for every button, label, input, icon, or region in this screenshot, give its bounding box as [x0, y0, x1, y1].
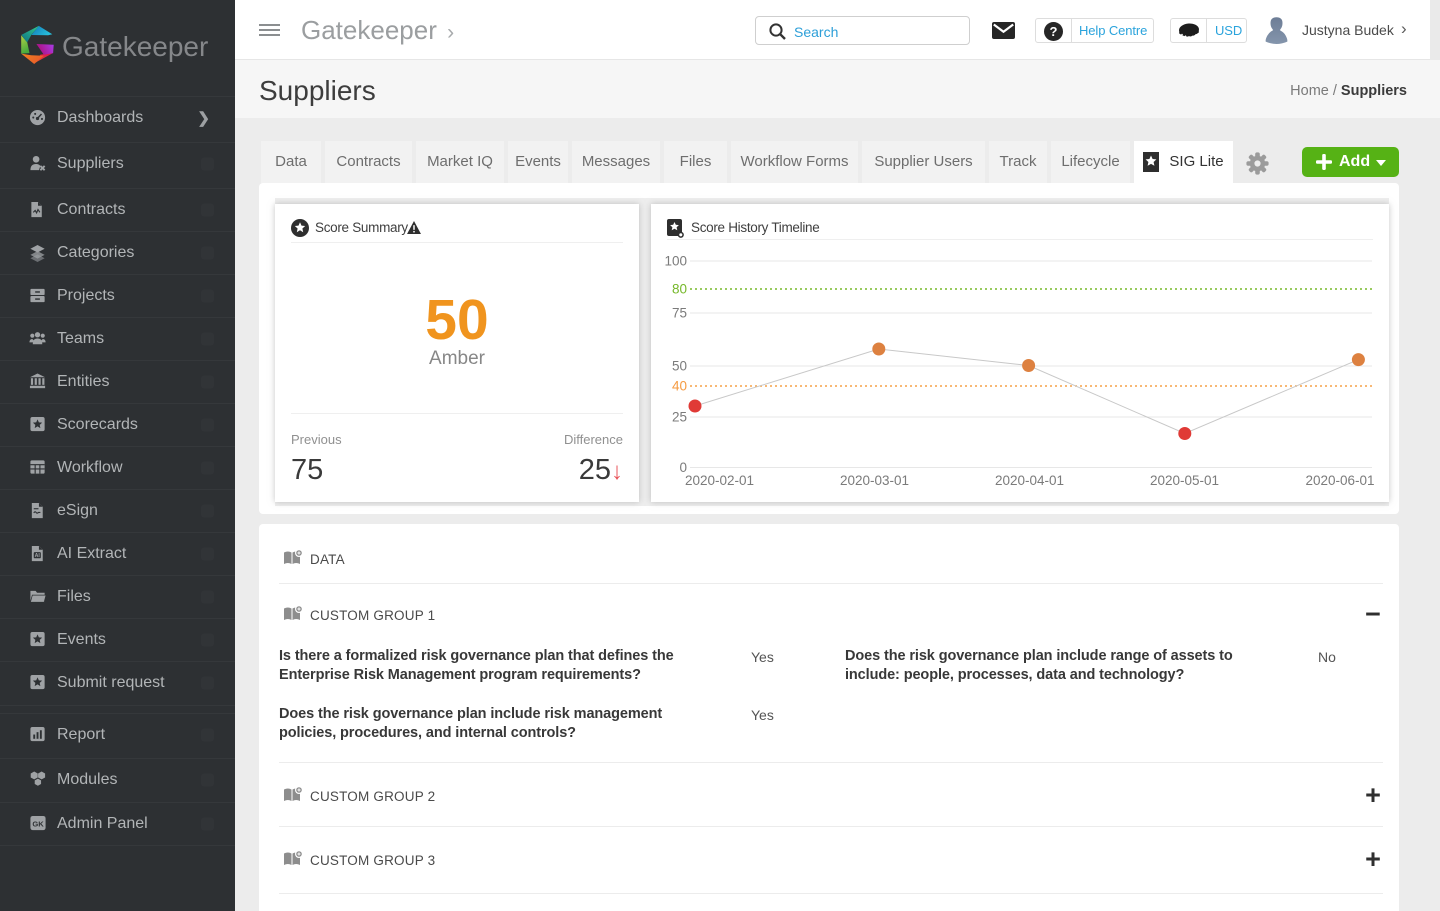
svg-text:40: 40 — [672, 379, 687, 394]
svg-text:100: 100 — [664, 254, 687, 269]
svg-text:25: 25 — [672, 410, 687, 425]
svg-text:?: ? — [1050, 24, 1058, 39]
svg-text:AI: AI — [35, 553, 41, 559]
svg-text:GK: GK — [32, 819, 44, 828]
svg-text:75: 75 — [672, 306, 687, 321]
svg-text:2020-02-01: 2020-02-01 — [685, 473, 754, 488]
svg-text:2020-03-01: 2020-03-01 — [840, 473, 909, 488]
svg-text:2020-06-01: 2020-06-01 — [1305, 473, 1374, 488]
svg-text:80: 80 — [672, 282, 687, 297]
svg-text:2020-04-01: 2020-04-01 — [995, 473, 1064, 488]
svg-text:0: 0 — [679, 460, 687, 475]
svg-text:50: 50 — [672, 359, 687, 374]
svg-text:2020-05-01: 2020-05-01 — [1150, 473, 1219, 488]
